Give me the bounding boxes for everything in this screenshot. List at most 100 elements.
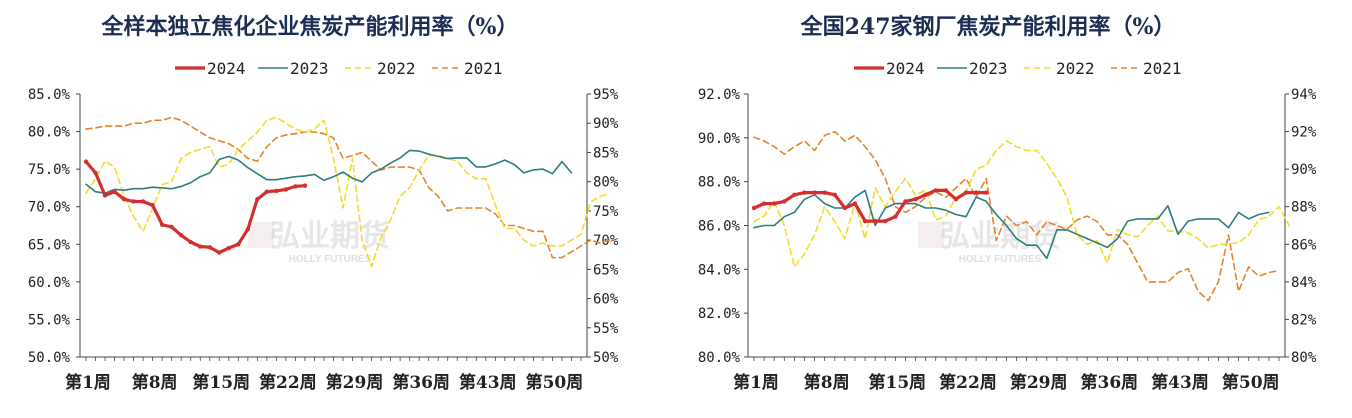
x-tick-label: 第1周 [733, 372, 779, 393]
left-tick-label: 92.0% [698, 87, 741, 103]
watermark-cn: 弘业期货 [270, 219, 390, 254]
x-tick-label: 第8周 [804, 372, 850, 393]
data-point-2024 [862, 218, 868, 224]
right-tick-label: 55% [593, 321, 619, 337]
data-point-2024 [207, 245, 212, 250]
right-tick-label: 92% [1291, 125, 1317, 141]
series-line-2023 [753, 189, 1270, 260]
left-tick-label: 80.0% [698, 350, 741, 366]
left-tick-label: 60.0% [28, 275, 71, 291]
legend-label-2021: 2021 [464, 59, 503, 78]
left-tick-label: 50.0% [28, 350, 71, 366]
data-point-2024 [761, 201, 767, 206]
left-tick-label: 70.0% [28, 200, 71, 216]
data-point-2024 [913, 197, 918, 202]
data-point-2024 [102, 193, 108, 198]
data-point-2024 [131, 199, 136, 204]
x-tick-label: 第43周 [1151, 372, 1209, 393]
data-point-2024 [302, 183, 308, 188]
data-point-2024 [984, 190, 989, 195]
data-point-2024 [883, 218, 888, 224]
legend-label-2024: 2024 [886, 59, 925, 78]
data-point-2024 [226, 245, 231, 251]
x-tick-label: 第50周 [526, 372, 584, 393]
x-tick-label: 第15周 [869, 372, 927, 393]
data-point-2024 [832, 192, 837, 198]
left-tick-label: 65.0% [28, 237, 71, 253]
watermark-en: HOLLY FUTURES [289, 254, 372, 265]
x-tick-label: 第50周 [1222, 372, 1280, 393]
series-line-2021 [85, 116, 611, 259]
data-point-2024 [903, 199, 908, 204]
data-point-2024 [751, 205, 757, 211]
x-tick-label: 第1周 [65, 372, 111, 393]
data-point-2024 [782, 199, 787, 204]
series-line-2022 [753, 140, 1290, 268]
left-tick-label: 75.0% [28, 162, 71, 178]
data-point-2024 [140, 199, 146, 204]
data-point-2024 [842, 205, 848, 211]
chart-title: 全样本独立焦化企业焦炭产能利用率（%） [101, 14, 519, 40]
right-tick-label: 95% [593, 87, 619, 103]
x-tick-label: 第15周 [192, 372, 250, 393]
x-tick-label: 第22周 [939, 372, 997, 393]
series-line-2023 [85, 149, 573, 194]
legend-label-2023: 2023 [290, 59, 329, 78]
data-point-2024 [923, 192, 928, 198]
data-point-2024 [852, 201, 858, 206]
right-tick-label: 88% [1291, 200, 1317, 216]
chart-title: 全国247家钢厂焦炭产能利用率（%） [800, 14, 1176, 40]
watermark-logo [918, 222, 944, 248]
x-tick-label: 第36周 [1081, 372, 1139, 393]
data-point-2024 [264, 189, 270, 194]
right-tick-label: 94% [1291, 87, 1317, 103]
right-tick-label: 86% [1291, 237, 1317, 253]
data-point-2024 [169, 224, 174, 230]
data-point-2024 [93, 170, 98, 176]
x-tick-label: 第29周 [1010, 372, 1068, 393]
data-point-2024 [245, 227, 251, 232]
data-point-2024 [893, 214, 898, 219]
data-point-2024 [150, 203, 155, 208]
x-tick-label: 第22周 [259, 372, 317, 393]
right-tick-label: 60% [593, 292, 619, 308]
right-tick-label: 82% [1291, 312, 1317, 328]
chart-panel-2: 全国247家钢厂焦炭产能利用率（%） 2024 2023 2022 2021 弘业期货HO… [698, 14, 1317, 393]
x-tick-label: 第36周 [392, 372, 450, 393]
right-tick-label: 75% [593, 204, 619, 220]
data-point-2024 [943, 188, 949, 193]
left-tick-label: 55.0% [28, 312, 71, 328]
data-point-2024 [933, 188, 938, 193]
legend-label-2021: 2021 [1143, 59, 1182, 78]
right-tick-label: 50% [593, 350, 619, 366]
left-tick-label: 84.0% [698, 262, 741, 278]
legend-label-2022: 2022 [377, 59, 416, 78]
data-point-2024 [217, 250, 222, 255]
right-tick-label: 85% [593, 145, 619, 161]
legend-label-2023: 2023 [969, 59, 1008, 78]
watermark-en: HOLLY FUTURES [959, 254, 1042, 265]
series-line-2022 [85, 116, 611, 268]
data-point-2024 [963, 190, 969, 195]
data-point-2024 [188, 239, 193, 245]
data-point-2024 [283, 187, 289, 192]
data-point-2024 [274, 188, 279, 194]
x-tick-label: 第29周 [326, 372, 384, 393]
right-tick-label: 90% [1291, 162, 1317, 178]
data-point-2024 [822, 190, 827, 195]
data-point-2024 [159, 222, 165, 227]
left-tick-label: 82.0% [698, 306, 741, 322]
x-tick-label: 第8周 [132, 372, 178, 393]
left-tick-label: 90.0% [698, 131, 741, 147]
left-tick-label: 88.0% [698, 175, 741, 191]
data-point-2024 [178, 233, 184, 238]
watermark-cn: 弘业期货 [940, 219, 1060, 254]
data-point-2024 [872, 218, 878, 224]
right-tick-label: 84% [1291, 275, 1317, 291]
data-point-2024 [255, 197, 260, 202]
data-point-2024 [198, 244, 203, 249]
data-point-2024 [112, 189, 117, 194]
